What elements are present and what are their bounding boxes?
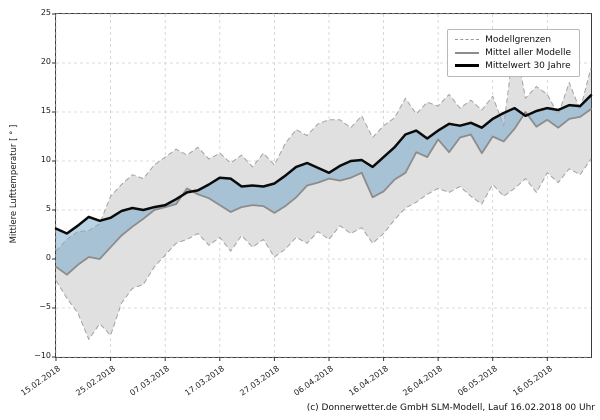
y-tick-label: 0 (45, 253, 51, 262)
legend-label: Mittel aller Modelle (485, 47, 571, 58)
black-line-swatch (455, 64, 480, 67)
legend-entry: Modellgrenzen (455, 33, 571, 46)
legend-entry: Mittelwert 30 Jahre (455, 59, 571, 72)
gray-line-swatch (455, 51, 480, 54)
y-tick-label: 10 (40, 155, 51, 164)
legend-label: Modellgrenzen (485, 34, 552, 45)
chart-canvas (52, 13, 593, 361)
plot-area: Modellgrenzen Mittel aller Modelle Mittelw… (52, 13, 593, 361)
model-mean-line (55, 108, 592, 276)
upper-bound-line (55, 40, 592, 252)
chart-caption: (c) Donnerwetter.de GmbH SLM-Modell, Lau… (306, 403, 595, 413)
y-tick-label: 25 (40, 8, 51, 17)
y-tick-label: −5 (39, 302, 51, 311)
climate-mean-line (54, 94, 593, 235)
lower-bound-line (55, 158, 592, 340)
y-tick-label: 20 (40, 57, 51, 66)
y-tick-label: −10 (34, 351, 51, 360)
legend-entry: Mittel aller Modelle (455, 46, 571, 59)
model-range-band (56, 40, 591, 340)
dashed-line-swatch (455, 39, 480, 40)
legend-label: Mittelwert 30 Jahre (485, 60, 571, 71)
y-tick-label: 15 (40, 106, 51, 115)
y-tick-label: 5 (45, 204, 51, 213)
legend: Modellgrenzen Mittel aller Modelle Mittelw… (447, 29, 580, 77)
